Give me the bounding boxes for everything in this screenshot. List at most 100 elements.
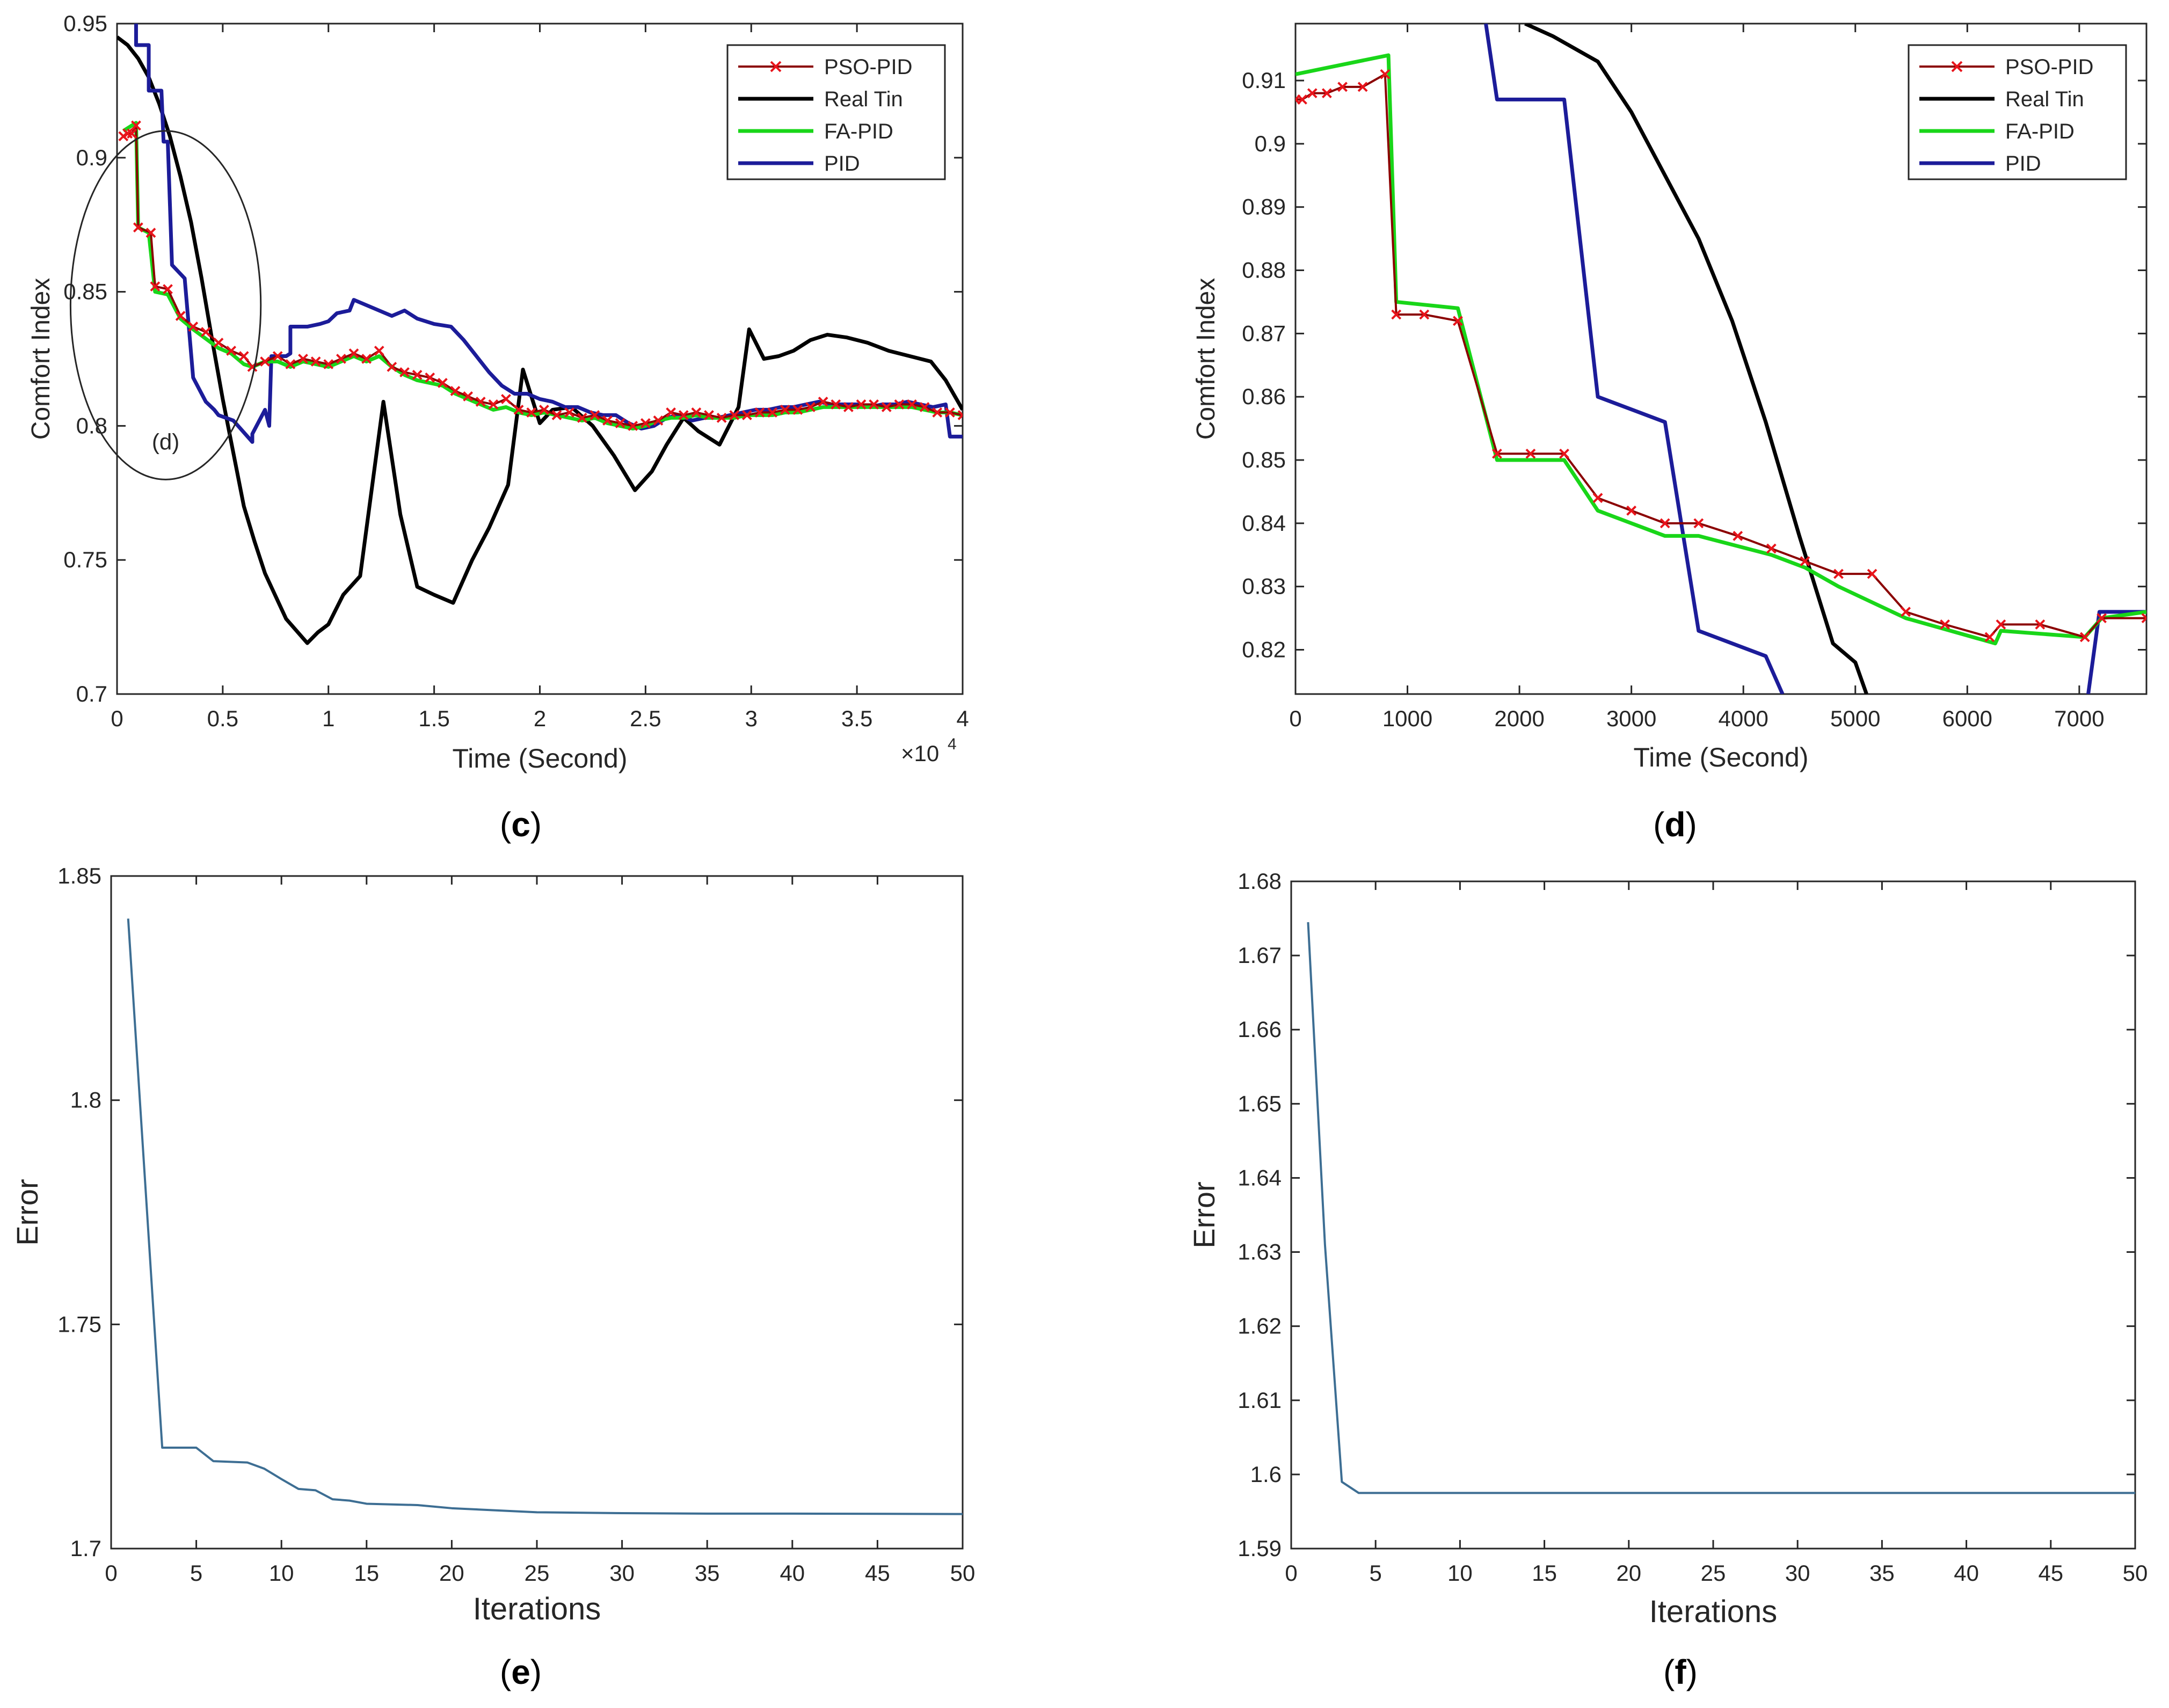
data-point-marker: [780, 405, 790, 415]
data-point-marker: [818, 397, 828, 407]
data-point-marker: [1693, 518, 1704, 529]
panel-caption: (c): [500, 805, 542, 844]
data-point-marker: [412, 370, 423, 380]
data-point-marker: [1419, 309, 1430, 320]
y-tick-label: 0.84: [1242, 510, 1286, 536]
panel-caption: (f): [1663, 1653, 1698, 1691]
data-point-marker: [729, 410, 740, 420]
data-point-marker: [1525, 448, 1536, 459]
panel-caption: (e): [500, 1653, 542, 1691]
series-group: [127, 918, 963, 1515]
data-point-marker: [2079, 632, 2090, 643]
data-point-marker: [602, 415, 613, 426]
data-point-marker: [1940, 619, 1950, 630]
x-tick-label: 30: [1785, 1560, 1810, 1586]
series-line-error: [127, 918, 963, 1515]
y-tick-label: 1.64: [1238, 1165, 1282, 1190]
panel-caption: (d): [1653, 805, 1697, 844]
data-point-marker: [957, 410, 963, 420]
data-point-marker: [213, 338, 224, 348]
y-tick-label: 1.7: [70, 1536, 101, 1561]
x-tick-label: 3.5: [841, 706, 872, 731]
data-point-marker: [131, 120, 141, 131]
data-point-marker: [881, 402, 892, 412]
series-group: [1295, 24, 2146, 694]
x-tick-label: 10: [1447, 1560, 1473, 1586]
data-point-marker: [2035, 619, 2046, 630]
x-tick-label: 6000: [1942, 706, 1992, 731]
legend-label: PSO-PID: [824, 55, 912, 79]
x-tick-label: 4: [956, 706, 969, 731]
y-tick-label: 1.6: [1250, 1462, 1282, 1487]
x-tick-label: 1.5: [418, 706, 449, 731]
data-point-marker: [272, 351, 283, 361]
legend-label: Real Tin: [2005, 87, 2084, 111]
data-point-marker: [856, 399, 867, 410]
zoom-ellipse: [69, 130, 262, 480]
data-point-marker: [513, 405, 524, 415]
data-point-marker: [310, 356, 321, 367]
data-point-marker: [200, 327, 211, 337]
data-point-marker: [163, 284, 173, 295]
data-point-marker: [1800, 556, 1810, 566]
legend: PSO-PID Real Tin FA-PID PID: [726, 44, 946, 180]
data-point-marker: [919, 402, 930, 412]
data-point-marker: [298, 354, 308, 364]
data-point-marker: [869, 399, 879, 410]
legend-marker: [1951, 61, 1963, 72]
y-tick-label: 1.75: [57, 1311, 101, 1337]
x-tick-label: 10: [269, 1560, 294, 1586]
y-tick-label: 1.68: [1238, 868, 1282, 894]
x-tick-label: 5: [1370, 1560, 1382, 1586]
x-tick-label: 0: [1285, 1560, 1297, 1586]
legend-label: FA-PID: [824, 120, 893, 143]
data-point-marker: [1984, 632, 1995, 643]
data-point-marker: [1380, 69, 1391, 79]
y-tick-label: 0.86: [1242, 384, 1286, 409]
series-line-error: [1307, 922, 2135, 1494]
panel-letter: d: [1664, 805, 1685, 844]
x-axis-label: Time (Second): [452, 743, 627, 773]
x-tick-label: 20: [439, 1560, 464, 1586]
y-axis-label: Error: [10, 1179, 44, 1245]
x-tick-label: 40: [780, 1560, 805, 1586]
data-point-marker: [475, 397, 486, 407]
x-tick-label: 45: [2038, 1560, 2063, 1586]
data-point-marker: [907, 399, 917, 410]
data-point-marker: [894, 399, 905, 410]
y-tick-label: 0.82: [1242, 637, 1286, 662]
x-tick-label: 30: [609, 1560, 635, 1586]
x-tick-label: 2000: [1494, 706, 1544, 731]
x-tick-label: 50: [2123, 1560, 2148, 1586]
data-point-marker: [1766, 543, 1777, 554]
data-point-marker: [1867, 568, 1877, 579]
x-tick-label: 2: [534, 706, 546, 731]
data-point-marker: [285, 359, 296, 369]
legend-label: PSO-PID: [2005, 55, 2093, 79]
data-point-marker: [374, 346, 384, 356]
data-point-marker: [1337, 82, 1348, 92]
data-point-marker: [336, 354, 346, 364]
data-point-marker: [133, 222, 143, 233]
data-point-marker: [805, 402, 816, 412]
data-point-marker: [1592, 493, 1603, 503]
legend: PSO-PID Real Tin FA-PID PID: [1908, 44, 2127, 180]
x-tick-label: 35: [695, 1560, 720, 1586]
x-tick-label: 25: [525, 1560, 550, 1586]
data-point-marker: [538, 405, 549, 415]
data-point-marker: [704, 410, 714, 420]
data-point-marker: [450, 386, 461, 396]
x-tick-label: 7000: [2054, 706, 2104, 731]
series-line-real-tin: [1524, 24, 1868, 694]
data-point-marker: [188, 322, 199, 332]
x-tick-label: 50: [950, 1560, 976, 1586]
data-point-marker: [387, 362, 397, 372]
data-point-marker: [767, 407, 778, 418]
x-tick-label: 3000: [1606, 706, 1656, 731]
legend-marker: [770, 61, 782, 72]
data-point-marker: [2141, 613, 2146, 624]
panel-letter: f: [1675, 1653, 1686, 1691]
data-point-marker: [792, 405, 803, 415]
data-point-marker: [1901, 607, 1911, 617]
